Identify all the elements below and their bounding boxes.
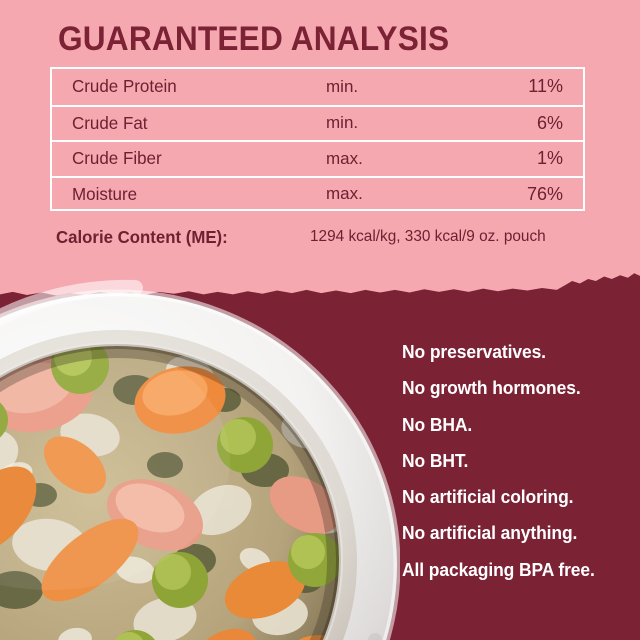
nutrient-name: Crude Fat [72,112,148,133]
table-row: Crude Protein min. 11% [52,69,583,105]
list-item: No artificial anything. [402,523,578,544]
page-title: GUARANTEED ANALYSIS [58,20,450,58]
nutrient-value: 76% [526,183,563,204]
table-row: Moisture max. 76% [52,175,583,212]
list-item: No BHA. [402,414,473,435]
list-item: No preservatives. [402,342,546,362]
nutrient-basis: max. [326,184,363,204]
guaranteed-analysis-section: GUARANTEED ANALYSIS Crude Protein min. 1… [0,0,640,300]
nutrient-name: Crude Fiber [72,148,162,169]
nutrient-value: 1% [536,148,563,169]
nutrient-basis: min. [326,76,359,96]
nutrient-name: Crude Protein [72,76,177,97]
nutrient-basis: max. [326,148,363,168]
list-item: No artificial coloring. [402,487,574,508]
list-item: No growth hormones. [402,378,581,399]
claims-list: No preservatives. No growth hormones. No… [402,334,638,588]
nutrient-basis: min. [326,113,359,133]
nutrient-name: Moisture [72,183,138,204]
guaranteed-analysis-table: Crude Protein min. 11% Crude Fat min. 6%… [50,67,585,211]
list-item: No BHT. [402,450,469,471]
list-item: All packaging BPA free. [402,559,595,580]
nutrient-value: 6% [536,112,563,133]
calorie-content: Calorie Content (ME): 1294 kcal/kg, 330 … [56,227,616,251]
table-row: Crude Fiber max. 1% [52,140,583,176]
calorie-content-value: 1294 kcal/kg, 330 kcal/9 oz. pouch [310,228,546,245]
table-row: Crude Fat min. 6% [52,104,583,141]
nutrient-value: 11% [528,76,563,97]
calorie-content-label: Calorie Content (ME): [56,227,228,247]
